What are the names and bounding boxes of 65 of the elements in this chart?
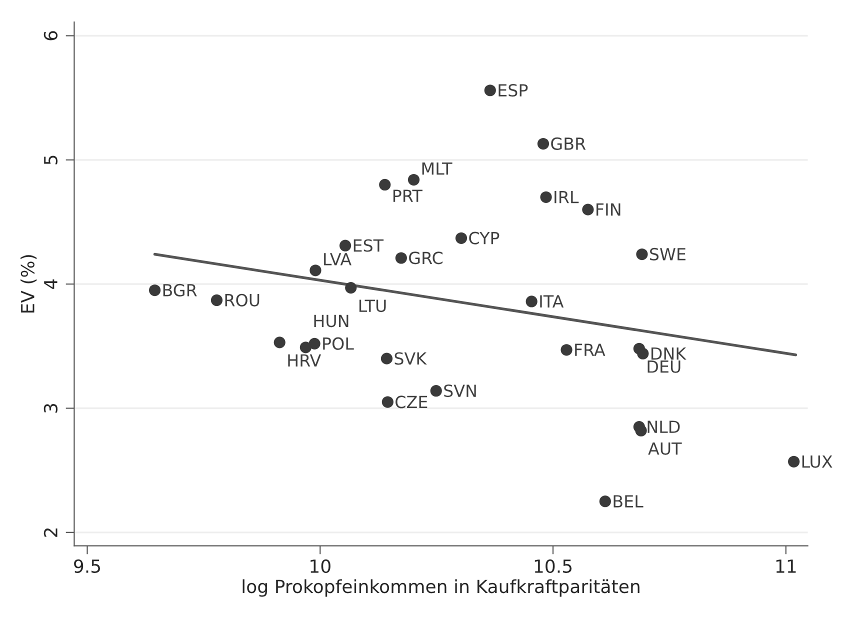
point (339, 240, 352, 252)
annotation: ITA (540, 295, 564, 308)
point (274, 336, 286, 348)
point (148, 284, 161, 296)
annotation: GRC (409, 252, 443, 264)
point (380, 352, 393, 364)
point (408, 174, 420, 186)
point (455, 232, 468, 244)
annotation: PRT (393, 190, 422, 202)
annotation: ROU (225, 294, 260, 306)
y-tick-label: 6 (44, 31, 58, 40)
annotation: LVA (324, 253, 352, 266)
annotation: NLD (648, 420, 680, 433)
x-tick-label: 10 (310, 559, 330, 573)
y-tick-label: 4 (44, 279, 58, 289)
annotation: POL (323, 337, 354, 350)
point (537, 138, 550, 150)
y-tick-label: 3 (44, 404, 58, 413)
x-axis-title: log Prokopfeinkommen in Kaufkraftparitäten (242, 579, 640, 597)
annotation: DEU (648, 360, 680, 373)
point (526, 296, 538, 308)
annotation: FRA (575, 344, 606, 356)
annotation: LUX (802, 455, 832, 468)
annotation: BEL (614, 495, 644, 508)
point (345, 282, 357, 294)
annotation: DNK (651, 347, 686, 360)
annotation: BGR (163, 284, 197, 297)
point (635, 424, 647, 436)
point (484, 84, 496, 96)
point (788, 456, 800, 468)
annotation: AUT (648, 442, 682, 455)
annotation: IRL (554, 190, 579, 204)
y-axis-title: EV (%) (20, 255, 37, 313)
x-tick-label: 10.5 (534, 559, 572, 573)
annotation: FIN (596, 203, 620, 216)
point (637, 348, 649, 360)
point (582, 204, 594, 216)
point (599, 496, 611, 508)
point (300, 342, 312, 354)
y-tick-label: 5 (44, 156, 58, 164)
annotation: SVK (394, 352, 427, 365)
annotation: CYP (469, 232, 500, 244)
point (382, 396, 394, 408)
point (310, 264, 322, 276)
point (560, 344, 572, 356)
point (379, 178, 391, 191)
annotation: SVN (444, 384, 476, 398)
annotation: CZE (396, 396, 428, 408)
x-tick-label: 9.5 (74, 559, 100, 573)
point (430, 385, 442, 397)
annotation: HRV (288, 354, 322, 366)
point (395, 252, 407, 264)
annotation: ESP (498, 84, 528, 97)
annotation: EST (354, 239, 384, 252)
y-tick-label: 2 (44, 528, 58, 537)
annotation: SWE (650, 248, 686, 260)
annotation: MLT (422, 162, 452, 175)
point (308, 338, 320, 350)
annotation: GBR (551, 137, 586, 150)
annotation: HUN (314, 314, 348, 328)
annotation: LTU (359, 300, 386, 312)
point (540, 191, 552, 203)
x-tick-label: 11 (776, 560, 796, 573)
point (210, 294, 223, 306)
point (636, 248, 648, 260)
